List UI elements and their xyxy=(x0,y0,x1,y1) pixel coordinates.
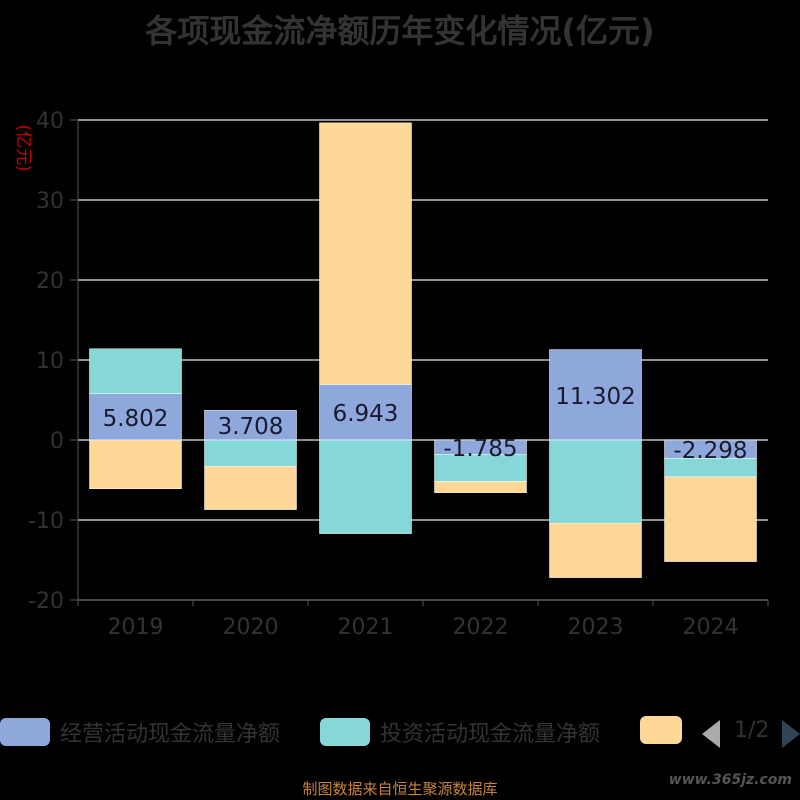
watermark: www.365jz.com xyxy=(668,772,792,788)
bar-segment xyxy=(204,410,297,441)
chart-area: -20 -10 0 10 20 30 40(亿元) 5.802 3.708 6.943 -1.785… xyxy=(13,109,769,640)
legend: 经营活动现金流量净额 投资活动现金流量净额 xyxy=(0,716,800,752)
y-tick-label: -20 xyxy=(28,589,64,614)
legend-item-operating[interactable]: 经营活动现金流量净额 xyxy=(0,716,280,748)
x-tick-label: 2020 xyxy=(223,615,279,640)
bar-segment xyxy=(89,348,182,394)
x-tick-label: 2021 xyxy=(338,615,394,640)
y-tick-label: 10 xyxy=(36,349,64,374)
source-footer: 制图数据来自恒生聚源数据库 xyxy=(302,780,498,798)
data-label: -2.298 xyxy=(673,438,747,464)
x-tick-label: 2024 xyxy=(683,615,739,640)
chart-title: 各项现金流净额历年变化情况(亿元) xyxy=(145,12,655,50)
bar-segment xyxy=(89,439,182,490)
x-tick-label: 2022 xyxy=(453,615,509,640)
legend-swatch-financing xyxy=(640,716,682,744)
y-tick-label: 30 xyxy=(36,189,64,214)
y-unit-label: (亿元) xyxy=(13,124,33,171)
legend-prev-page-icon[interactable] xyxy=(702,720,720,748)
bar-segment xyxy=(319,439,412,534)
legend-label-operating: 经营活动现金流量净额 xyxy=(60,722,281,747)
legend-page-indicator: 1/2 xyxy=(734,718,770,743)
legend-next-page-icon[interactable] xyxy=(782,720,800,748)
y-tick-label: 40 xyxy=(36,109,64,134)
bar-segment xyxy=(434,454,527,482)
legend-item-investing[interactable]: 投资活动现金流量净额 xyxy=(320,716,600,748)
legend-swatch-operating xyxy=(0,718,50,746)
y-tick-label: 20 xyxy=(36,269,64,294)
bar-segment xyxy=(549,439,642,524)
data-label: 11.302 xyxy=(555,384,635,410)
x-tick-label: 2019 xyxy=(108,615,164,640)
bar-segment xyxy=(204,466,297,510)
data-label: 5.802 xyxy=(103,406,169,432)
x-tick-label: 2023 xyxy=(568,615,624,640)
legend-label-investing: 投资活动现金流量净额 xyxy=(380,722,601,747)
y-tick-label: -10 xyxy=(28,509,64,534)
bar-segment xyxy=(204,439,297,467)
bar-segment xyxy=(549,522,642,578)
data-label: -1.785 xyxy=(443,436,517,462)
bar-segment xyxy=(319,122,412,385)
legend-item-financing[interactable] xyxy=(640,716,682,744)
bar-segment xyxy=(549,349,642,441)
data-label: 6.943 xyxy=(333,401,399,427)
data-label: 3.708 xyxy=(218,414,284,440)
bar-segment xyxy=(664,476,757,562)
y-tick-label: 0 xyxy=(50,429,64,454)
legend-swatch-investing xyxy=(320,718,370,746)
bar-segment xyxy=(434,481,527,493)
